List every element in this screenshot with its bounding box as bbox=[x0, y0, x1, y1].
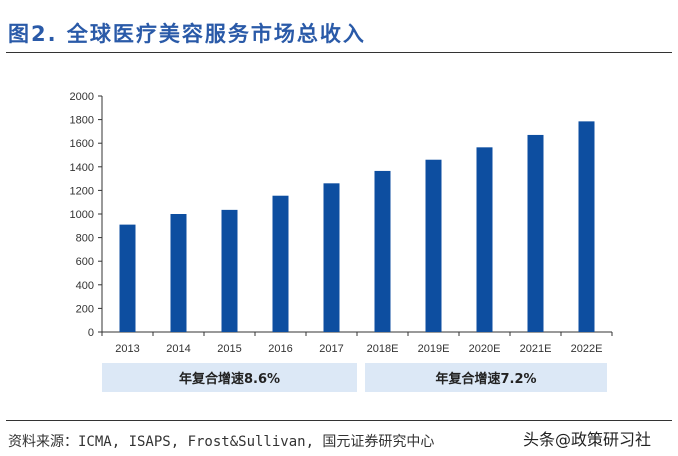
bar-2015 bbox=[221, 209, 238, 332]
source-note: 资料来源：ICMA, ISAPS, Frost&Sullivan, 国元证券研究… bbox=[8, 434, 435, 450]
bar-2018E bbox=[374, 170, 391, 332]
y-tick-label: 2000 bbox=[70, 91, 94, 103]
x-tick-label: 2022E bbox=[571, 343, 603, 355]
cagr-annotation-2: 年复合增速7.2% bbox=[365, 363, 607, 392]
bar-2022E bbox=[578, 121, 595, 333]
bar-chart: 0 200 400 600 800 1000 1200 1400 1600 1800 2000 201… bbox=[70, 91, 613, 355]
bar-2019E bbox=[425, 159, 442, 332]
y-tick-label: 1400 bbox=[70, 162, 94, 174]
figure-title: 图2. 全球医疗美容服务市场总收入 bbox=[8, 22, 366, 46]
y-tick-label: 600 bbox=[76, 256, 94, 268]
y-tick-label: 1600 bbox=[70, 138, 94, 150]
x-tick-label: 2019E bbox=[418, 343, 450, 355]
bar-2014 bbox=[170, 214, 187, 332]
title-divider bbox=[6, 52, 672, 53]
y-tick-label: 200 bbox=[76, 303, 94, 315]
bar-2017 bbox=[323, 183, 340, 332]
y-tick-label: 400 bbox=[76, 280, 94, 292]
x-tick-label: 2016 bbox=[268, 343, 292, 355]
bar-2021E bbox=[527, 134, 544, 332]
y-tick-label: 1200 bbox=[70, 185, 94, 197]
y-tick-label: 1800 bbox=[70, 115, 94, 127]
x-tick-label: 2018E bbox=[367, 343, 399, 355]
bar-2013 bbox=[119, 224, 136, 332]
y-tick-label: 0 bbox=[88, 327, 94, 339]
watermark: 头条@政策研习社 bbox=[523, 430, 652, 449]
x-tick-label: 2021E bbox=[520, 343, 552, 355]
x-tick-label: 2015 bbox=[217, 343, 241, 355]
y-tick-label: 1000 bbox=[70, 209, 94, 221]
x-tick-label: 2020E bbox=[469, 343, 501, 355]
x-tick-label: 2014 bbox=[166, 343, 190, 355]
cagr-annotation-1: 年复合增速8.6% bbox=[102, 363, 357, 392]
bar-2020E bbox=[476, 147, 493, 332]
x-tick-label: 2017 bbox=[319, 343, 343, 355]
bar-2016 bbox=[272, 195, 289, 332]
footer-divider bbox=[6, 420, 672, 421]
y-tick-label: 800 bbox=[76, 233, 94, 245]
x-tick-label: 2013 bbox=[115, 343, 139, 355]
